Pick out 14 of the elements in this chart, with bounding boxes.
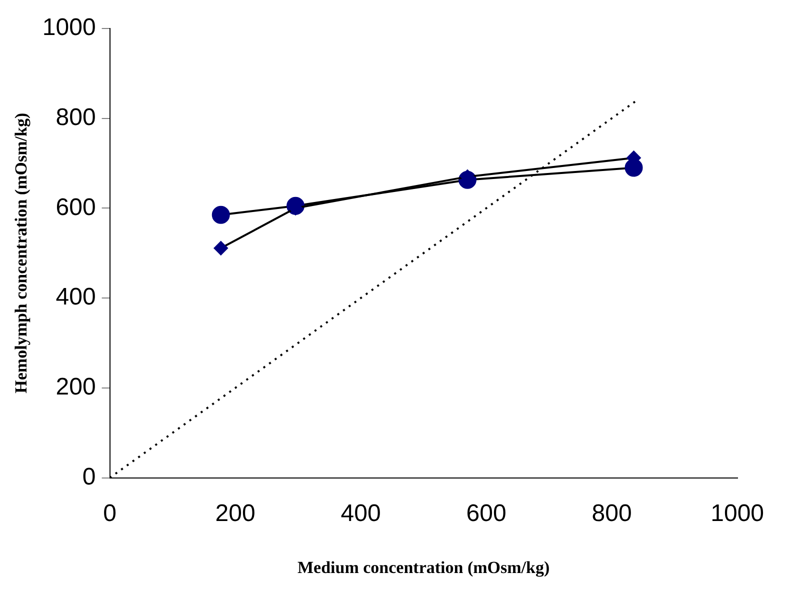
y-tick-label: 200 bbox=[56, 374, 96, 401]
y-axis-title: Hemolymph concentration (mOsm/kg) bbox=[12, 112, 31, 394]
x-tick-label: 200 bbox=[215, 500, 256, 527]
x-tick-label: 0 bbox=[103, 500, 116, 527]
y-tick-label: 600 bbox=[56, 194, 96, 221]
y-tick-label: 800 bbox=[56, 104, 96, 131]
x-axis-title: Medium concentration (mOsm/kg) bbox=[297, 558, 550, 578]
x-tick-label: 800 bbox=[592, 500, 632, 527]
x-tick-label: 1000 bbox=[710, 500, 764, 527]
x-tick-label: 600 bbox=[466, 500, 506, 527]
x-tick-label: 400 bbox=[340, 500, 381, 527]
y-tick-label: 0 bbox=[82, 463, 96, 490]
y-tick-label: 400 bbox=[56, 284, 96, 311]
y-tick-label: 1000 bbox=[42, 14, 96, 42]
